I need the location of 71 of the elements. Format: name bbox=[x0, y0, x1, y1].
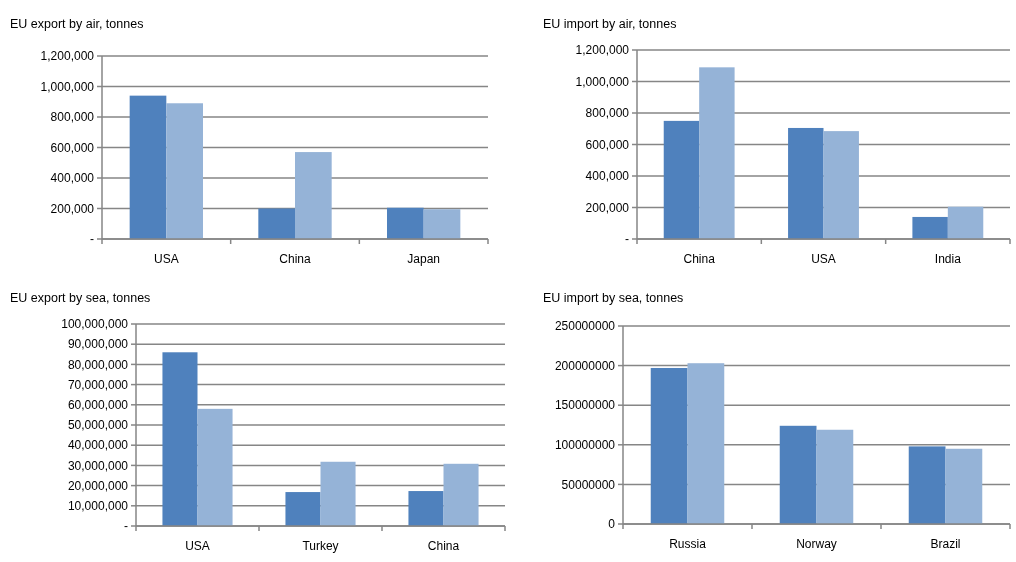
y-tick-label: - bbox=[625, 232, 629, 247]
bar bbox=[912, 216, 948, 239]
bar bbox=[687, 363, 725, 524]
x-tick-label: Japan bbox=[407, 252, 441, 266]
y-tick-label: 1,000,000 bbox=[40, 79, 95, 94]
y-tick-label: 10,000,000 bbox=[67, 499, 129, 513]
y-tick-label: - bbox=[90, 232, 94, 247]
chart-title: EU import by sea, tonnes bbox=[543, 291, 684, 305]
x-tick-label: China bbox=[683, 252, 716, 266]
y-tick-label: 100000000 bbox=[554, 438, 616, 452]
bar bbox=[947, 206, 984, 239]
bar bbox=[295, 152, 332, 239]
y-tick-label: 40,000,000 bbox=[67, 438, 129, 453]
y-tick-label: 800,000 bbox=[50, 110, 95, 125]
y-tick-label: 1,200,000 bbox=[40, 49, 95, 64]
chart-title: EU export by sea, tonnes bbox=[10, 291, 151, 305]
y-tick-label: - bbox=[124, 519, 128, 534]
y-tick-label: 1,000,000 bbox=[575, 74, 630, 89]
bar bbox=[129, 95, 167, 239]
bar bbox=[779, 425, 817, 524]
bar bbox=[258, 208, 295, 239]
bar bbox=[788, 127, 824, 239]
y-tick-label: 30,000,000 bbox=[67, 458, 129, 473]
y-tick-label: 200,000 bbox=[585, 200, 630, 215]
bar bbox=[166, 103, 203, 239]
bar bbox=[908, 446, 946, 524]
y-tick-label: 600,000 bbox=[585, 137, 630, 152]
bar bbox=[320, 461, 356, 526]
x-tick-label: India bbox=[934, 252, 962, 266]
y-tick-label: 400,000 bbox=[585, 169, 630, 184]
y-tick-label: 150000000 bbox=[554, 398, 616, 413]
chart-title: EU export by air, tonnes bbox=[10, 17, 144, 31]
y-tick-label: 400,000 bbox=[50, 171, 95, 186]
bar bbox=[663, 120, 700, 239]
x-tick-label: Norway bbox=[796, 537, 837, 551]
x-tick-label: Brazil bbox=[930, 537, 961, 551]
y-tick-label: 200000000 bbox=[554, 358, 616, 373]
y-tick-label: 200,000 bbox=[50, 201, 95, 216]
bar bbox=[197, 408, 233, 526]
chart-title: EU import by air, tonnes bbox=[543, 17, 677, 31]
x-tick-label: China bbox=[279, 252, 311, 266]
bar bbox=[823, 131, 859, 239]
bar bbox=[443, 463, 479, 526]
bar bbox=[423, 209, 461, 239]
x-tick-label: China bbox=[427, 539, 460, 553]
y-tick-label: 20,000,000 bbox=[67, 478, 129, 493]
bar bbox=[387, 207, 424, 239]
y-tick-label: 60,000,000 bbox=[67, 398, 129, 412]
y-tick-label: 70,000,000 bbox=[67, 377, 129, 392]
bar bbox=[285, 492, 321, 526]
y-tick-label: 100,000,000 bbox=[61, 317, 129, 332]
y-tick-label: 600,000 bbox=[50, 140, 95, 155]
bar bbox=[945, 448, 983, 524]
y-tick-label: 250000000 bbox=[554, 319, 616, 334]
y-tick-label: 1,200,000 bbox=[575, 43, 630, 58]
bar bbox=[699, 67, 735, 239]
y-tick-label: 0 bbox=[608, 517, 616, 532]
bar bbox=[816, 429, 854, 524]
y-tick-label: 90,000,000 bbox=[67, 337, 129, 352]
x-tick-label: USA bbox=[811, 252, 836, 266]
y-tick-label: 80,000,000 bbox=[67, 357, 129, 372]
x-tick-label: Turkey bbox=[302, 539, 339, 553]
y-tick-label: 50,000,000 bbox=[67, 418, 129, 433]
y-tick-label: 800,000 bbox=[585, 106, 630, 121]
bar bbox=[650, 367, 688, 524]
bar bbox=[162, 352, 198, 526]
y-tick-label: 50000000 bbox=[561, 477, 616, 492]
x-tick-label: USA bbox=[185, 539, 210, 553]
bar bbox=[408, 491, 444, 526]
x-tick-label: Russia bbox=[669, 537, 707, 551]
x-tick-label: USA bbox=[153, 252, 179, 266]
